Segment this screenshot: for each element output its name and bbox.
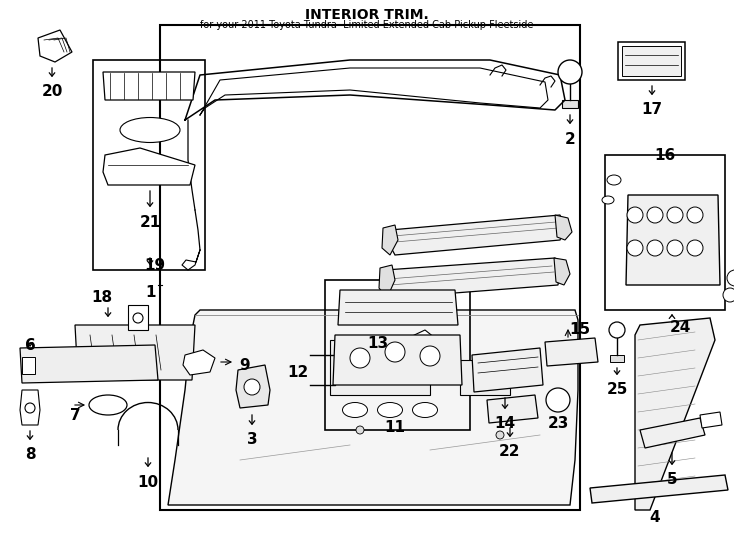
Text: 4: 4 (650, 510, 661, 525)
Ellipse shape (89, 395, 127, 415)
Text: 24: 24 (669, 320, 691, 335)
Text: 10: 10 (137, 475, 159, 490)
Text: 13: 13 (368, 336, 388, 351)
Bar (605, 155, 725, 310)
Circle shape (723, 288, 734, 302)
Text: 19: 19 (145, 258, 166, 273)
Bar (618, 42, 685, 80)
Circle shape (627, 207, 643, 223)
Polygon shape (554, 258, 570, 285)
Polygon shape (103, 72, 195, 100)
Text: 12: 12 (288, 365, 308, 380)
Bar (160, 25, 580, 510)
Bar (622, 46, 681, 76)
Bar (60, 355, 115, 375)
Bar (325, 280, 470, 430)
Polygon shape (20, 390, 40, 425)
Text: 5: 5 (666, 472, 677, 487)
Circle shape (546, 388, 570, 412)
Polygon shape (128, 305, 148, 330)
Text: 1: 1 (145, 285, 156, 300)
Bar (522, 358, 530, 370)
Circle shape (647, 207, 663, 223)
Circle shape (385, 342, 405, 362)
Text: 18: 18 (92, 290, 112, 305)
Circle shape (627, 240, 643, 256)
Text: 3: 3 (247, 432, 258, 447)
Polygon shape (103, 148, 195, 185)
Polygon shape (635, 318, 715, 510)
Circle shape (356, 426, 364, 434)
Polygon shape (236, 365, 270, 408)
Text: 23: 23 (548, 416, 569, 431)
Polygon shape (20, 345, 158, 383)
Text: 9: 9 (240, 358, 250, 373)
Polygon shape (388, 215, 565, 255)
Text: 6: 6 (25, 338, 35, 353)
Text: 21: 21 (139, 215, 161, 230)
Text: 17: 17 (642, 102, 663, 117)
Polygon shape (379, 265, 395, 298)
Ellipse shape (120, 118, 180, 143)
Bar (460, 360, 510, 395)
Circle shape (609, 322, 625, 338)
Text: INTERIOR TRIM.: INTERIOR TRIM. (305, 8, 429, 22)
Bar (93, 60, 205, 270)
Circle shape (25, 403, 35, 413)
Circle shape (558, 60, 582, 84)
Polygon shape (338, 290, 458, 325)
Circle shape (667, 207, 683, 223)
Text: 2: 2 (564, 132, 575, 147)
Text: 7: 7 (70, 408, 80, 423)
Text: 22: 22 (499, 444, 520, 459)
Polygon shape (75, 325, 195, 380)
Text: for your 2011 Toyota Tundra  Limited Extended Cab Pickup Fleetside: for your 2011 Toyota Tundra Limited Exte… (200, 20, 534, 30)
Bar (505, 358, 513, 370)
Text: 8: 8 (25, 447, 35, 462)
Circle shape (727, 270, 734, 286)
Bar (485, 358, 493, 370)
Ellipse shape (602, 196, 614, 204)
Polygon shape (183, 350, 215, 375)
Bar (330, 340, 430, 395)
Polygon shape (555, 215, 572, 240)
Circle shape (350, 348, 370, 368)
Polygon shape (545, 338, 598, 366)
Polygon shape (338, 352, 418, 384)
Text: 16: 16 (655, 148, 675, 163)
Circle shape (667, 240, 683, 256)
Bar (562, 100, 578, 108)
Circle shape (496, 431, 504, 439)
Polygon shape (38, 30, 72, 62)
Text: 15: 15 (570, 322, 591, 337)
Polygon shape (626, 195, 720, 285)
Circle shape (244, 379, 260, 395)
Circle shape (687, 207, 703, 223)
Polygon shape (333, 335, 462, 385)
Polygon shape (640, 418, 705, 448)
Polygon shape (383, 258, 560, 298)
Polygon shape (407, 330, 435, 353)
Bar (610, 355, 624, 362)
Polygon shape (382, 225, 398, 255)
Circle shape (687, 240, 703, 256)
Ellipse shape (343, 402, 368, 417)
Text: 25: 25 (606, 382, 628, 397)
Polygon shape (700, 412, 722, 428)
Polygon shape (590, 475, 728, 503)
Polygon shape (168, 310, 578, 505)
Polygon shape (472, 348, 543, 392)
Ellipse shape (607, 175, 621, 185)
Ellipse shape (413, 402, 437, 417)
Circle shape (420, 346, 440, 366)
Ellipse shape (377, 402, 402, 417)
Polygon shape (22, 357, 35, 374)
Text: 11: 11 (385, 420, 405, 435)
Circle shape (133, 313, 143, 323)
Polygon shape (487, 395, 538, 423)
Text: 14: 14 (495, 416, 515, 431)
Circle shape (647, 240, 663, 256)
Text: 20: 20 (41, 84, 62, 99)
